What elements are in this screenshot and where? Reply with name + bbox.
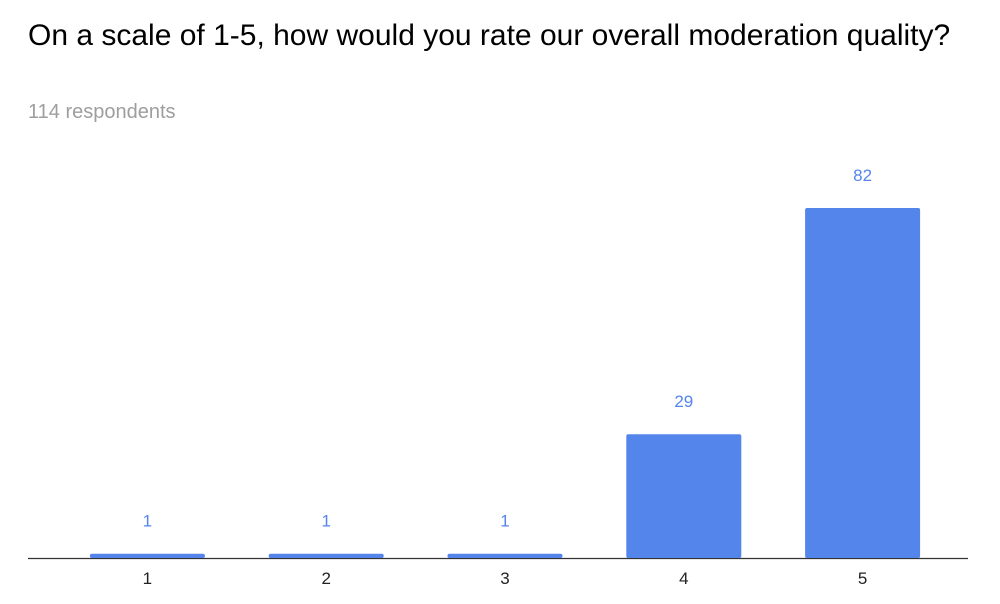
x-tick-label: 3 [500, 569, 509, 588]
bar [447, 553, 563, 558]
value-label: 82 [853, 166, 872, 185]
bar [805, 208, 921, 558]
value-label: 1 [500, 512, 509, 531]
value-label: 1 [321, 512, 330, 531]
x-tick-label: 5 [858, 569, 867, 588]
bar [89, 553, 205, 558]
chart-title: On a scale of 1-5, how would you rate ou… [28, 19, 951, 52]
value-label: 29 [674, 392, 693, 411]
value-label: 1 [143, 512, 152, 531]
x-tick-label: 1 [143, 569, 152, 588]
bar [626, 434, 742, 558]
x-tick-label: 2 [321, 569, 330, 588]
bar [268, 553, 384, 558]
x-tick-label: 4 [679, 569, 688, 588]
chart-subtitle: 114 respondents [28, 101, 176, 123]
